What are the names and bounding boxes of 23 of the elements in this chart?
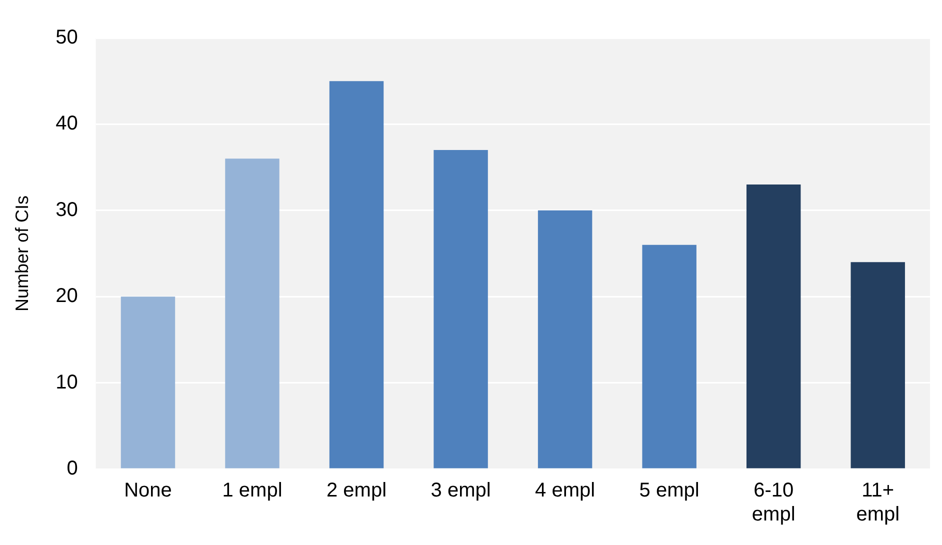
- x-tick-label: 4 empl: [535, 480, 596, 502]
- y-tick-label: 50: [56, 26, 78, 49]
- y-tick-label: 0: [66, 458, 78, 480]
- x-tick-label: 1 empl: [222, 480, 282, 502]
- bar: [642, 244, 696, 468]
- bar: [225, 158, 280, 468]
- y-tick-label: 40: [56, 112, 78, 135]
- x-tick-label: None: [124, 480, 172, 502]
- y-tick-label: 20: [56, 285, 78, 308]
- bar: [538, 210, 592, 468]
- bar: [120, 296, 176, 468]
- bar: [746, 184, 801, 468]
- bar: [329, 81, 384, 468]
- bar: [850, 262, 905, 468]
- y-tick-label: 10: [56, 371, 78, 394]
- bar: [434, 150, 488, 468]
- x-tick-label: 2 empl: [326, 480, 387, 502]
- x-tick-label: 3 empl: [430, 480, 491, 502]
- y-axis-title: Number of CIs: [12, 195, 32, 312]
- y-tick-label: 30: [56, 198, 78, 221]
- x-tick-label: 11+ empl: [856, 480, 900, 526]
- x-tick-label: 5 empl: [639, 480, 700, 502]
- x-tick-label: 6-10 empl: [752, 480, 796, 526]
